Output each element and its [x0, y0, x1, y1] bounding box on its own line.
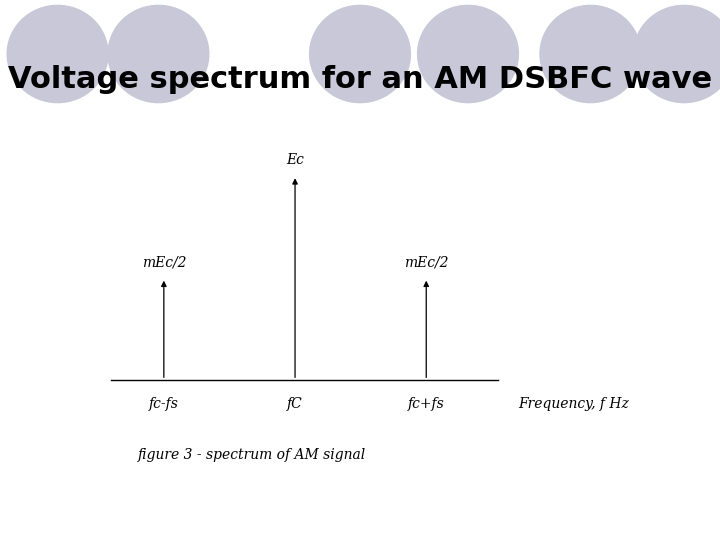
- Text: fc+fs: fc+fs: [408, 396, 445, 410]
- Text: Ec: Ec: [286, 153, 304, 167]
- Text: mEc/2: mEc/2: [404, 255, 449, 269]
- Text: figure 3 - spectrum of AM signal: figure 3 - spectrum of AM signal: [138, 448, 366, 462]
- Text: Voltage spectrum for an AM DSBFC wave: Voltage spectrum for an AM DSBFC wave: [8, 65, 712, 94]
- Text: fc-fs: fc-fs: [149, 396, 179, 410]
- Text: Frequency, f Hz: Frequency, f Hz: [518, 396, 629, 410]
- Text: mEc/2: mEc/2: [142, 255, 186, 269]
- Text: fC: fC: [287, 396, 303, 410]
